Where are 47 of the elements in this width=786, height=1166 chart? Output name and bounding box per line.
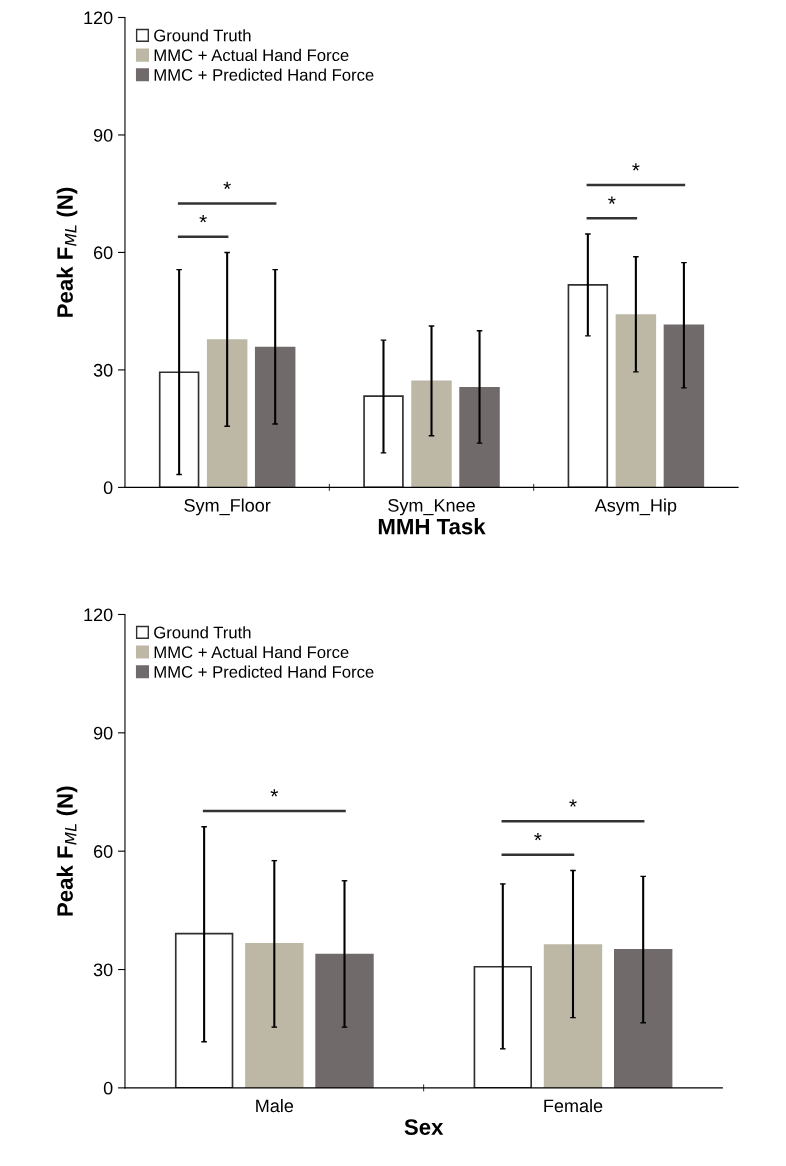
bar — [473, 965, 533, 1088]
legend-label: MMC + Actual Hand Force — [154, 645, 349, 659]
x-axis-title: Sex — [404, 1119, 444, 1135]
bar — [459, 387, 500, 488]
bar — [158, 371, 200, 488]
bar — [411, 380, 452, 488]
bar — [615, 314, 657, 488]
annotation: * — [608, 196, 616, 204]
legend-label: Ground Truth — [154, 29, 251, 42]
x-tick-label: Asym_Hip — [594, 498, 677, 516]
annotation: * — [632, 163, 640, 171]
bar — [663, 324, 705, 488]
bar — [543, 944, 603, 1088]
legend-label: MMC + Predicted Hand Force — [154, 665, 374, 678]
legend-label: Ground Truth — [154, 626, 251, 639]
y-axis-title: Peak F$_{ML}$ (N) — [56, 187, 78, 317]
y-tick-label: 60 — [94, 246, 113, 260]
y-tick-label: 60 — [94, 845, 113, 858]
bar — [245, 943, 304, 1088]
legend-label: MMC + Actual Hand Force — [154, 48, 349, 62]
x-axis-title: MMH Task — [378, 518, 486, 535]
bar — [613, 948, 673, 1088]
y-tick-label: 90 — [93, 726, 113, 740]
x-tick-label: Sym_Knee — [388, 498, 475, 516]
y-tick-label: 90 — [93, 128, 113, 142]
bar — [206, 339, 248, 488]
annotation: * — [270, 789, 279, 797]
annotation: * — [569, 799, 577, 807]
y-axis-title: Peak F$_{ML}$ (N) — [56, 786, 78, 916]
annotation: * — [199, 214, 207, 223]
x-tick-label: Sym_Floor — [184, 498, 271, 516]
y-tick-label: 30 — [93, 963, 113, 977]
x-tick-label: Male — [256, 1098, 294, 1113]
bar — [567, 284, 609, 488]
legend-label: MMC + Predicted Hand Force — [154, 68, 374, 81]
annotation: * — [534, 832, 542, 841]
bar — [174, 932, 234, 1088]
annotation: * — [223, 181, 231, 190]
y-tick-label: 120 — [84, 11, 113, 25]
bar — [315, 953, 374, 1088]
x-tick-label: Female — [544, 1098, 603, 1113]
bar — [254, 346, 296, 488]
y-tick-label: 0 — [103, 1081, 113, 1095]
y-tick-label: 0 — [103, 481, 113, 495]
y-tick-label: 120 — [84, 608, 113, 622]
y-tick-label: 30 — [93, 363, 113, 377]
bar — [363, 395, 404, 488]
